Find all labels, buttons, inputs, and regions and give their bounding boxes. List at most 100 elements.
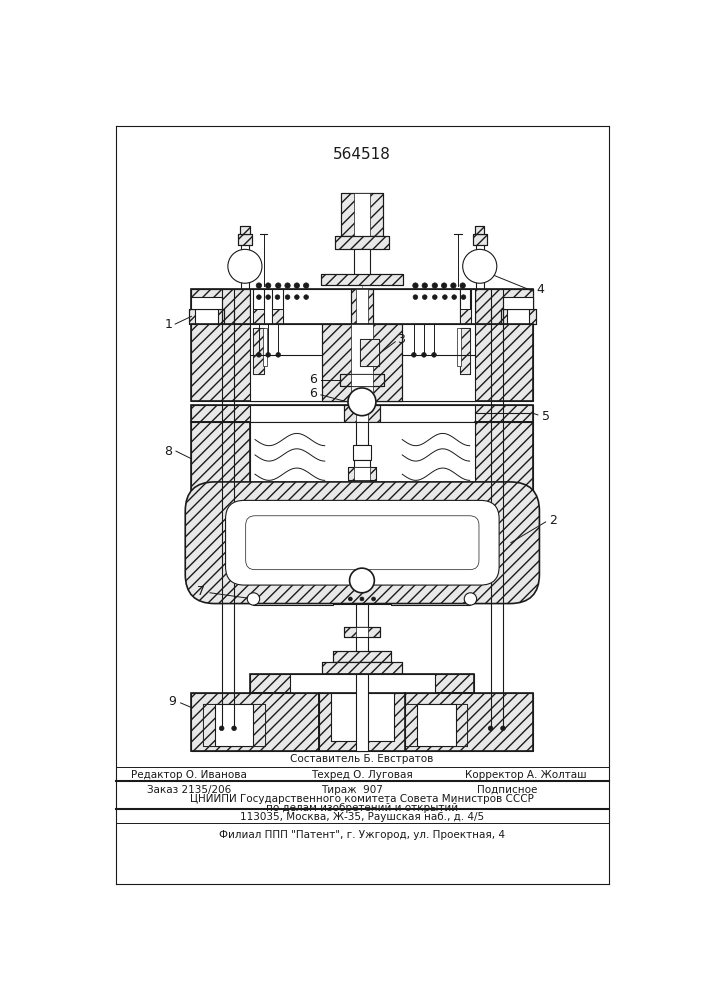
Bar [348, 466, 376, 480]
Bar [322, 511, 402, 522]
Bar [475, 422, 533, 496]
Circle shape [421, 353, 426, 357]
Bar [322, 662, 402, 674]
Bar [405, 704, 467, 746]
Bar [253, 328, 264, 374]
Text: 564518: 564518 [333, 147, 391, 162]
Bar [356, 637, 368, 676]
Bar [333, 582, 391, 604]
Bar [353, 445, 371, 460]
Bar [322, 564, 402, 574]
Bar [473, 234, 486, 245]
Circle shape [247, 593, 259, 605]
Circle shape [432, 353, 436, 357]
Circle shape [349, 597, 352, 601]
Bar [320, 693, 405, 751]
Bar [322, 511, 402, 522]
Bar [192, 324, 533, 401]
Circle shape [294, 283, 300, 288]
Bar [354, 460, 370, 496]
Bar [341, 193, 383, 235]
Bar [340, 374, 384, 386]
Bar [460, 328, 470, 374]
Circle shape [501, 726, 506, 731]
Bar [333, 651, 391, 662]
Bar [250, 289, 475, 324]
Bar [354, 193, 370, 235]
Text: 9: 9 [168, 695, 176, 708]
Text: по делам изобретений и открытий: по делам изобретений и открытий [266, 803, 458, 813]
Circle shape [441, 283, 447, 288]
Bar [460, 289, 472, 324]
Bar [241, 234, 249, 307]
Circle shape [422, 283, 428, 288]
Bar [457, 328, 461, 366]
Text: Корректор А. Жолташ: Корректор А. Жолташ [465, 770, 587, 780]
Bar [250, 324, 475, 401]
FancyBboxPatch shape [226, 500, 499, 585]
Bar [417, 704, 456, 746]
Bar [335, 235, 389, 249]
Bar [322, 662, 402, 674]
Circle shape [413, 283, 418, 288]
Text: Составитель Б. Евстратов: Составитель Б. Евстратов [291, 754, 433, 764]
Bar [339, 497, 346, 511]
Bar [189, 309, 224, 324]
Bar [250, 422, 475, 496]
Bar [356, 289, 368, 324]
Bar [253, 289, 264, 324]
Bar [475, 226, 484, 234]
Bar [263, 328, 267, 366]
FancyBboxPatch shape [246, 516, 479, 570]
Bar [322, 324, 402, 401]
Bar [192, 422, 250, 496]
Text: 4: 4 [537, 283, 544, 296]
Bar [330, 497, 337, 511]
Circle shape [411, 353, 416, 357]
Circle shape [257, 353, 261, 357]
Circle shape [304, 295, 308, 299]
Bar [344, 627, 380, 637]
Bar [195, 309, 218, 332]
Text: Редактор О. Иванова: Редактор О. Иванова [132, 770, 247, 780]
Text: Техред О. Луговая: Техред О. Луговая [311, 770, 413, 780]
Circle shape [266, 353, 271, 357]
Bar [322, 496, 402, 513]
Bar [475, 289, 533, 324]
Bar [272, 289, 283, 324]
Bar [192, 289, 533, 324]
Circle shape [285, 295, 290, 299]
Text: 1: 1 [164, 318, 172, 331]
Bar [356, 604, 368, 627]
Bar [322, 324, 402, 401]
Bar [475, 422, 533, 496]
Bar [322, 564, 402, 574]
Text: 7: 7 [197, 585, 205, 598]
Bar [460, 309, 470, 324]
Circle shape [443, 295, 448, 299]
Bar [351, 374, 373, 386]
Circle shape [413, 295, 418, 299]
Bar [351, 324, 373, 401]
Bar [460, 289, 470, 324]
Bar [356, 405, 368, 422]
Circle shape [461, 295, 466, 299]
FancyBboxPatch shape [185, 482, 539, 604]
Text: 2: 2 [549, 514, 557, 527]
Bar [380, 594, 391, 600]
Circle shape [372, 597, 375, 601]
Bar [320, 693, 405, 751]
Circle shape [450, 283, 456, 288]
Bar [473, 234, 486, 245]
Bar [192, 289, 250, 324]
Bar [344, 564, 380, 574]
Bar [333, 594, 344, 600]
Bar [378, 497, 385, 511]
Bar [192, 324, 533, 401]
Circle shape [276, 283, 281, 288]
Bar [250, 674, 474, 693]
Circle shape [276, 353, 281, 357]
Circle shape [232, 726, 236, 731]
Circle shape [295, 295, 299, 299]
Bar [460, 328, 470, 374]
